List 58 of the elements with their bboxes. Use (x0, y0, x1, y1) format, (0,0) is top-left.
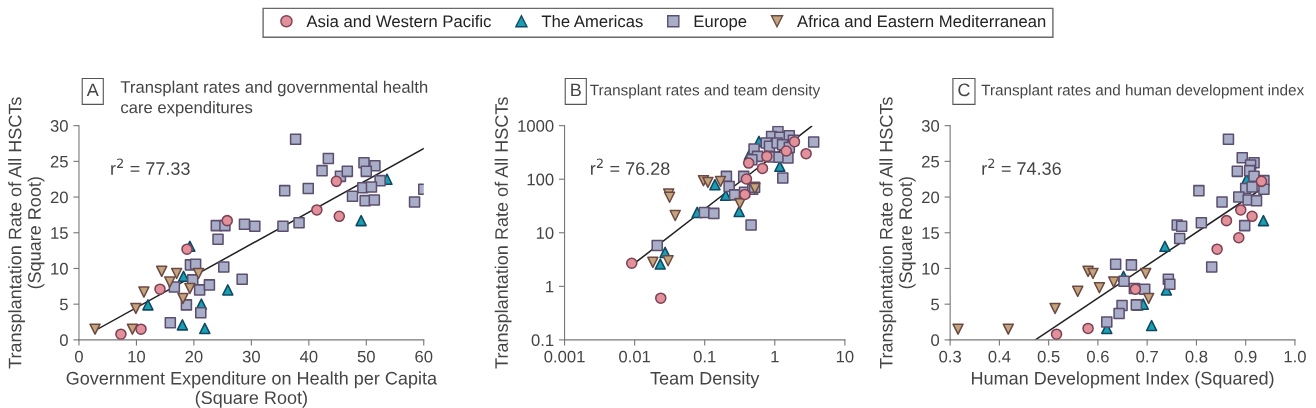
x-tick-label: 0.7 (1136, 350, 1158, 363)
x-tick-label: 0.001 (544, 350, 585, 363)
y-axis-title: Transplantation Rate of All HSCTs (494, 97, 512, 369)
x-tick-label: 40 (299, 350, 318, 363)
annotation: r$^{2}$ = 76.28 (590, 158, 670, 175)
y-tick-label: 1000 (518, 120, 554, 132)
x-tick-label: 30 (242, 350, 260, 363)
chart-title: Transplant rates and governmental health care expenditures (120, 80, 428, 117)
x-tick-label: 50 (357, 350, 375, 363)
x-axis-title: Government Expenditure on Health per Capita (Square Root) (66, 371, 438, 408)
y-tick-label: 0 (59, 334, 68, 347)
y-tick-label: 10 (51, 262, 68, 275)
annotation: r$^{2}$ = 74.36 (982, 158, 1061, 175)
y-tick-label: 10 (536, 227, 554, 239)
x-tick-label: 0 (74, 350, 83, 363)
y-tick-label: 5 (59, 298, 68, 311)
x-tick-label: 1 (771, 350, 779, 363)
x-tick-label: 0.9 (1234, 350, 1257, 363)
text: B (571, 83, 581, 97)
y-tick-label: 1 (546, 280, 554, 293)
chart-title: Transplant rates and team density (590, 84, 821, 99)
text: A (86, 83, 99, 97)
x-tick-label: 0.1 (693, 350, 716, 363)
x-axis-title: Human Development Index (Squared) (971, 371, 1274, 389)
y-tick-label: 10 (922, 262, 940, 275)
y-tick-label: 15 (51, 227, 68, 239)
legend-label: The Americas (541, 15, 643, 28)
x-tick-label: 10 (128, 350, 146, 363)
x-axis-title: Team Density (650, 371, 760, 389)
y-tick-label: 20 (922, 191, 940, 204)
y-tick-label: 0 (931, 334, 940, 347)
x-tick-label: 10 (836, 350, 854, 363)
x-tick-label: 0.8 (1185, 350, 1208, 363)
text: C (958, 83, 970, 97)
y-tick-label: 20 (50, 191, 68, 204)
x-tick-label: 0.6 (1086, 350, 1109, 363)
y-tick-label: 30 (921, 120, 940, 132)
x-tick-label: 1.0 (1284, 350, 1306, 363)
legend-label: Africa and Eastern Mediterranean (797, 15, 1046, 28)
y-tick-label: 30 (50, 120, 68, 132)
x-tick-label: 0.4 (988, 350, 1011, 363)
x-tick-label: 20 (185, 350, 203, 363)
y-tick-label: 100 (527, 173, 554, 186)
y-tick-label: 5 (931, 298, 940, 311)
x-tick-label: 0.3 (939, 350, 961, 363)
x-tick-label: 60 (415, 350, 433, 363)
chart-title: Transplant rates and human development index (981, 84, 1305, 99)
y-tick-label: 15 (922, 227, 940, 239)
y-tick-label: 0.1 (531, 334, 554, 347)
x-tick-label: 0.5 (1037, 350, 1060, 363)
y-axis-title: Transplantation Rate of All HSCTs (Square Root) (879, 97, 916, 369)
x-tick-label: 0.01 (619, 350, 651, 363)
y-tick-label: 25 (50, 155, 68, 168)
annotation: r$^{2}$ = 77.33 (111, 158, 190, 175)
legend-label: Asia and Western Pacific (306, 15, 491, 28)
legend-label: Europe (694, 15, 747, 31)
y-tick-label: 25 (922, 155, 940, 168)
y-axis-title: Transplantation Rate of All HSCTs (Square Root) (8, 97, 45, 369)
